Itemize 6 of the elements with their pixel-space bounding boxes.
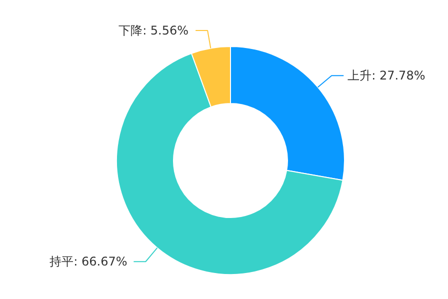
data-label: : 5.56%: [142, 24, 189, 38]
slice-label: 持平: [50, 254, 74, 269]
slice-label: 上升: [348, 68, 372, 83]
data-label: : 27.78%: [372, 68, 426, 83]
slice-label: 下降: [118, 24, 143, 38]
data-label: : 66.67%: [74, 254, 128, 269]
